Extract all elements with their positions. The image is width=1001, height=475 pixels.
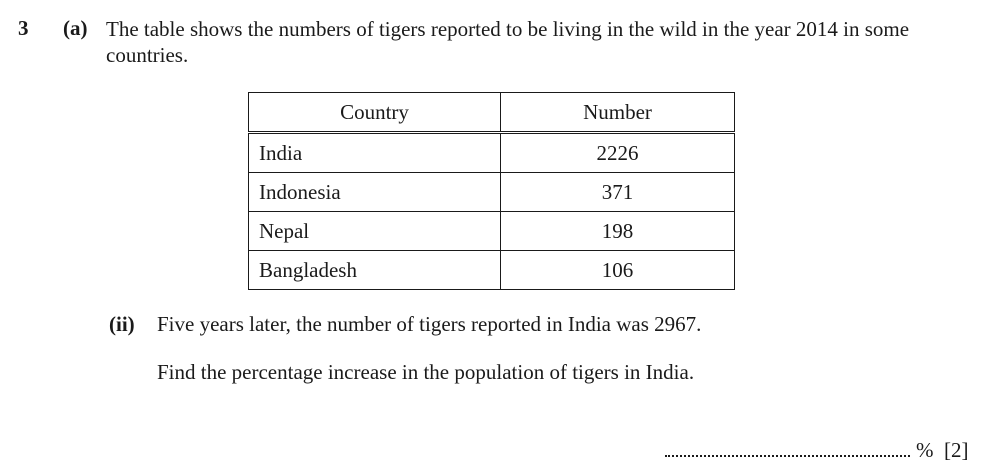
subpart-instruction: Find the percentage increase in the popu… <box>157 360 695 384</box>
cell-number: 198 <box>500 211 735 251</box>
question-intro: The table shows the numbers of tigers re… <box>106 17 910 67</box>
cell-number: 2226 <box>500 132 735 173</box>
cell-country: Nepal <box>248 211 501 251</box>
header-country: Country <box>248 92 501 134</box>
part-label: (a) <box>63 16 88 40</box>
subpart-label: (ii) <box>109 312 135 336</box>
table-header-row: Country Number <box>248 92 735 134</box>
cell-country: Bangladesh <box>248 250 501 290</box>
table-row: Bangladesh 106 <box>248 250 735 290</box>
subpart-statement: Five years later, the number of tigers r… <box>157 312 702 336</box>
cell-country: India <box>248 132 501 173</box>
table-row: India 2226 <box>248 132 735 173</box>
table-row: Nepal 198 <box>248 211 735 251</box>
header-number: Number <box>500 92 735 134</box>
tiger-table: Country Number India 2226 Indonesia 371 … <box>248 92 735 290</box>
cell-number: 106 <box>500 250 735 290</box>
question-number: 3 <box>18 16 29 40</box>
answer-blank[interactable] <box>665 437 910 457</box>
answer-line: % [2] <box>665 437 969 463</box>
marks-label: [2] <box>944 438 969 462</box>
table-row: Indonesia 371 <box>248 172 735 212</box>
answer-unit: % <box>916 438 934 462</box>
cell-number: 371 <box>500 172 735 212</box>
cell-country: Indonesia <box>248 172 501 212</box>
